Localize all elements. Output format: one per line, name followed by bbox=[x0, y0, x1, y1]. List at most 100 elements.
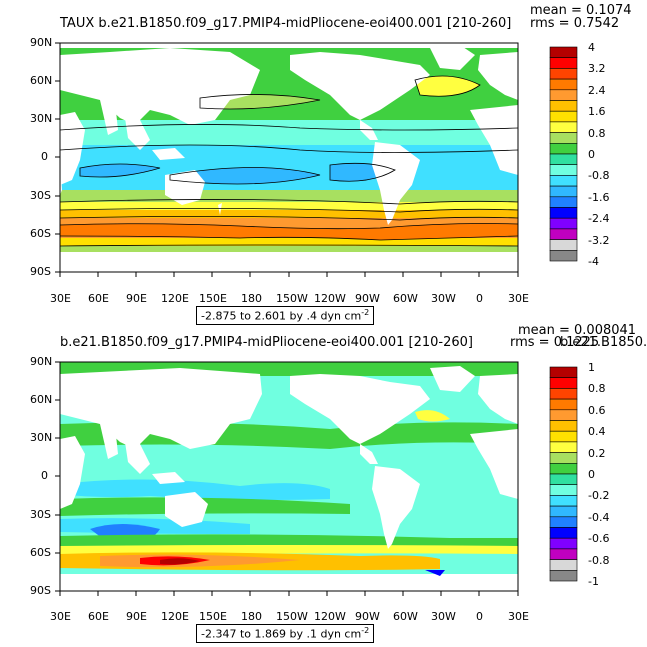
contour-range-box-bottom: -2.347 to 1.869 by .1 dyn cm-2 bbox=[196, 624, 375, 643]
contour-range-text: -2.347 to 1.869 by .1 dyn cm bbox=[201, 627, 362, 641]
colorbar-swatch bbox=[549, 527, 578, 539]
map-panel-bottom: b.e21.B1850.f09_g17.PMIP4-midPliocene-eo… bbox=[0, 324, 647, 647]
colorbar-swatch bbox=[549, 484, 578, 496]
lat-label: 30S bbox=[30, 508, 51, 521]
colorbar-label: -1 bbox=[588, 575, 599, 588]
colorbar-swatch bbox=[549, 505, 578, 518]
lon-label: 150E bbox=[199, 292, 227, 305]
colorbar-swatch bbox=[549, 430, 578, 443]
lat-label: 90S bbox=[30, 265, 51, 278]
colorbar-label: 2.4 bbox=[588, 83, 606, 97]
colorbar-label: 0.8 bbox=[588, 126, 606, 140]
colorbar-swatch bbox=[549, 377, 578, 389]
contour-range-box-top: -2.875 to 2.601 by .4 dyn cm-2 bbox=[196, 306, 375, 325]
colorbar-label: -1.6 bbox=[588, 190, 610, 204]
colorbar-swatch bbox=[549, 153, 578, 165]
lat-label: 30S bbox=[30, 189, 51, 202]
lon-label: 90W bbox=[355, 292, 380, 305]
lon-label: 0 bbox=[476, 292, 483, 305]
lon-label: 150W bbox=[276, 610, 308, 623]
colorbar-swatch bbox=[549, 250, 578, 262]
colorbar-swatch bbox=[549, 110, 578, 123]
colorbar-swatch bbox=[549, 420, 578, 432]
colorbar-top bbox=[549, 46, 578, 262]
lon-label: 60W bbox=[393, 292, 418, 305]
contour-range-unit-exponent: -2 bbox=[361, 626, 370, 635]
colorbar-swatch bbox=[549, 463, 578, 475]
colorbar-swatch bbox=[549, 473, 578, 485]
colorbar-swatch bbox=[549, 516, 578, 528]
lon-label: 180 bbox=[241, 292, 262, 305]
lon-label: 30E bbox=[508, 610, 529, 623]
mean-label-bottom: mean = 0.008041 bbox=[518, 323, 637, 338]
colorbar-swatch bbox=[549, 207, 578, 219]
overlapping-title-text: b.e21.B1850.f bbox=[560, 335, 647, 350]
colorbar-swatch bbox=[549, 175, 578, 187]
colorbar-swatch bbox=[549, 559, 578, 571]
lon-label: 30W bbox=[431, 292, 456, 305]
colorbar-label: 0 bbox=[588, 148, 595, 161]
colorbar-label: -0.4 bbox=[588, 510, 610, 524]
colorbar-swatch bbox=[549, 409, 578, 421]
colorbar-label: -2.4 bbox=[588, 212, 610, 226]
colorbar-label: 0.6 bbox=[588, 403, 606, 417]
colorbar-label: 1.6 bbox=[588, 105, 606, 119]
colorbar-swatch bbox=[549, 89, 578, 101]
colorbar-swatch bbox=[549, 121, 578, 133]
colorbar-label: 0.4 bbox=[588, 425, 606, 439]
title-bottom: b.e21.B1850.f09_g17.PMIP4-midPliocene-eo… bbox=[60, 335, 473, 350]
colorbar-label: -0.8 bbox=[588, 169, 610, 183]
colorbar-swatch bbox=[549, 132, 578, 144]
lon-label: 120W bbox=[314, 292, 346, 305]
lon-label: 30E bbox=[50, 610, 71, 623]
colorbar-swatch bbox=[549, 68, 578, 80]
colorbar-swatch bbox=[549, 548, 578, 560]
lon-label: 90E bbox=[126, 292, 147, 305]
colorbar-label: -0.2 bbox=[588, 489, 610, 503]
lon-label: 60W bbox=[393, 610, 418, 623]
lon-label: 30E bbox=[508, 292, 529, 305]
colorbar-label: 1 bbox=[588, 361, 595, 374]
lat-label: 0 bbox=[41, 469, 48, 482]
colorbar-swatch bbox=[549, 398, 578, 411]
colorbar-swatch bbox=[549, 100, 578, 112]
rms-label-bottom: rms = 0.1225 bbox=[510, 335, 600, 350]
lat-label: 30N bbox=[30, 112, 53, 125]
colorbar-swatch bbox=[549, 452, 578, 464]
lat-label: 60S bbox=[30, 227, 51, 240]
lat-label: 60S bbox=[30, 546, 51, 559]
lat-label: 90N bbox=[30, 355, 53, 368]
map-figure-top bbox=[55, 42, 578, 277]
map-figure-bottom bbox=[55, 361, 578, 596]
colorbar-label: -4 bbox=[588, 255, 599, 268]
map-panel-top: TAUX b.e21.B1850.f09_g17.PMIP4-midPlioce… bbox=[0, 0, 647, 325]
mean-label-top: mean = 0.1074 bbox=[530, 3, 632, 18]
contour-range-unit-exponent: -2 bbox=[361, 308, 370, 317]
colorbar-label: 0.8 bbox=[588, 382, 606, 396]
colorbar-swatch bbox=[549, 164, 578, 176]
colorbar-swatch bbox=[549, 217, 578, 230]
lon-label: 120E bbox=[161, 610, 189, 623]
colorbar-label: 4 bbox=[588, 41, 595, 54]
colorbar-bottom bbox=[549, 366, 578, 582]
colorbar-label: 3.2 bbox=[588, 62, 606, 76]
colorbar-swatch bbox=[549, 366, 578, 378]
title-top: TAUX b.e21.B1850.f09_g17.PMIP4-midPlioce… bbox=[60, 16, 512, 31]
lon-label: 60E bbox=[88, 292, 109, 305]
lon-label: 60E bbox=[88, 610, 109, 623]
rms-label-top: rms = 0.7542 bbox=[530, 16, 620, 31]
colorbar-swatch bbox=[549, 185, 578, 198]
colorbar-swatch bbox=[549, 228, 578, 240]
colorbar-label: 0 bbox=[588, 468, 595, 481]
lon-label: 150E bbox=[199, 610, 227, 623]
lon-label: 120E bbox=[161, 292, 189, 305]
colorbar-label: -0.6 bbox=[588, 532, 610, 546]
colorbar-swatch bbox=[549, 239, 578, 251]
lat-label: 90N bbox=[30, 36, 53, 49]
colorbar-swatch bbox=[549, 441, 578, 453]
colorbar-label: -3.2 bbox=[588, 233, 610, 247]
lat-label: 0 bbox=[41, 150, 48, 163]
colorbar-swatch bbox=[549, 570, 578, 582]
colorbar-label: 0.2 bbox=[588, 446, 606, 460]
lon-label: 180 bbox=[241, 610, 262, 623]
